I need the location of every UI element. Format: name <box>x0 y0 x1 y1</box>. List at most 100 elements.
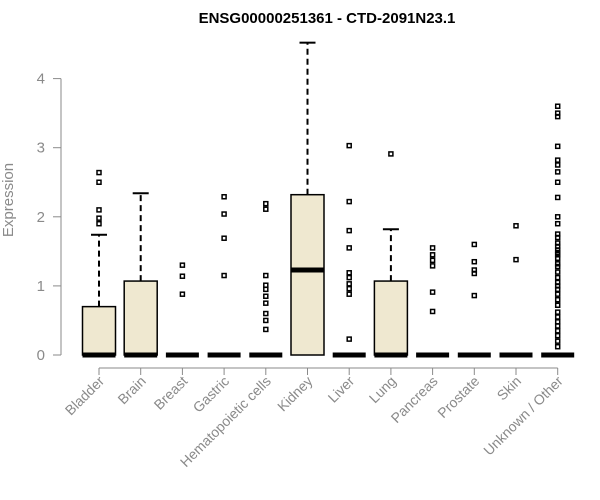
outlier-point <box>429 263 436 269</box>
outlier-point <box>221 194 227 200</box>
outlier-point <box>263 317 269 324</box>
outlier-point <box>554 314 561 320</box>
outlier-point <box>221 235 227 241</box>
outlier-point <box>554 332 561 339</box>
box-group <box>290 41 325 356</box>
outlier-point <box>429 308 436 315</box>
outlier-point <box>96 220 102 227</box>
outlier-point <box>221 211 227 217</box>
outlier-point <box>554 269 561 275</box>
box-group <box>499 223 533 358</box>
outlier-point <box>554 220 561 227</box>
outlier-point <box>554 296 561 303</box>
outlier-point <box>513 256 519 263</box>
outlier-point <box>263 293 269 300</box>
x-tick-label: Skin <box>494 373 525 404</box>
outlier-point <box>554 103 561 109</box>
box <box>290 193 325 356</box>
outlier-point <box>346 336 352 342</box>
box-group <box>457 241 491 358</box>
x-tick-label: Prostate <box>434 373 482 421</box>
x-tick-label: Bladder <box>62 373 108 419</box>
outlier-point <box>554 286 561 293</box>
outlier-point <box>554 255 561 262</box>
boxes <box>81 41 575 358</box>
outlier-point <box>554 113 561 120</box>
outlier-point <box>513 223 519 229</box>
outlier-point <box>96 169 102 176</box>
outlier-point <box>554 169 561 175</box>
outlier-point <box>554 157 561 163</box>
outlier-point <box>179 291 186 297</box>
outlier-point <box>346 270 352 276</box>
outlier-point <box>554 194 561 201</box>
outlier-point <box>554 162 561 168</box>
x-tick-label: Liver <box>325 373 358 406</box>
outlier-point <box>429 289 436 295</box>
outlier-point <box>263 200 269 207</box>
outlier-point <box>96 179 102 185</box>
y-tick-label: 0 <box>37 347 45 364</box>
outlier-point <box>346 198 352 205</box>
y-tick-label: 2 <box>37 209 45 226</box>
box <box>373 280 409 356</box>
outlier-point <box>471 270 478 277</box>
y-tick-label: 1 <box>37 278 45 295</box>
outlier-point <box>263 326 269 333</box>
outlier-point <box>179 262 186 268</box>
outlier-point <box>554 343 561 350</box>
box-group <box>373 151 409 358</box>
outlier-point <box>346 285 352 292</box>
outlier-point <box>429 245 436 251</box>
outlier-point <box>554 302 561 308</box>
outlier-point <box>554 247 561 253</box>
outlier-point <box>346 281 352 287</box>
x-tick-label: Kidney <box>274 373 316 415</box>
outlier-point <box>263 206 269 212</box>
outlier-point <box>263 300 269 306</box>
y-tick-label: 3 <box>37 140 45 157</box>
box <box>81 305 117 356</box>
outlier-point <box>471 241 478 248</box>
box <box>123 280 158 356</box>
outlier-point <box>96 215 102 221</box>
outlier-point <box>263 272 269 279</box>
x-tick-label: Brain <box>114 373 148 407</box>
box-group <box>416 245 450 358</box>
outlier-point <box>554 338 561 344</box>
outlier-point <box>429 252 436 258</box>
outlier-point <box>346 291 352 297</box>
outlier-point <box>346 245 352 251</box>
outlier-point <box>554 274 561 281</box>
outlier-point <box>554 214 561 220</box>
outlier-point <box>554 143 561 150</box>
outlier-point <box>221 272 227 279</box>
outlier-point <box>96 207 102 213</box>
box-group <box>81 169 117 358</box>
outlier-point <box>554 291 561 297</box>
outlier-point <box>346 142 352 149</box>
outlier-point <box>346 274 352 281</box>
x-tick-label: Lung <box>366 373 399 406</box>
box-group <box>165 262 199 358</box>
outlier-point <box>471 258 478 265</box>
x-tick-label: Breast <box>151 373 191 413</box>
x-tick-label: Unknown / Other <box>480 373 566 459</box>
box-group <box>249 200 283 358</box>
outlier-point <box>554 309 561 315</box>
box-group <box>207 194 241 358</box>
outlier-point <box>554 234 561 241</box>
box-group <box>123 192 158 358</box>
outlier-point <box>554 261 561 267</box>
outlier-point <box>554 179 561 185</box>
outlier-point <box>554 263 561 270</box>
box-group <box>332 142 366 358</box>
outlier-point <box>179 273 186 279</box>
outlier-point <box>429 257 436 264</box>
outlier-point <box>471 292 478 299</box>
outlier-point <box>388 151 394 157</box>
outlier-point <box>263 310 269 317</box>
box-group <box>541 103 575 358</box>
outlier-point <box>346 227 352 234</box>
